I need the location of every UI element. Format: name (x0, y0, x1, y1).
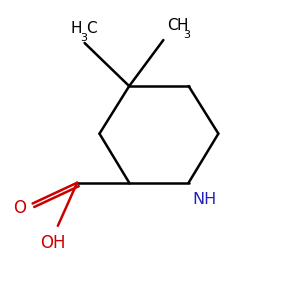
Text: H: H (70, 21, 82, 36)
Text: NH: NH (193, 192, 217, 207)
Text: C: C (167, 18, 178, 33)
Text: C: C (86, 21, 97, 36)
Text: 3: 3 (80, 33, 87, 43)
Text: O: O (13, 199, 26, 217)
Text: 3: 3 (184, 30, 190, 40)
Text: H: H (176, 18, 188, 33)
Text: OH: OH (40, 234, 66, 252)
